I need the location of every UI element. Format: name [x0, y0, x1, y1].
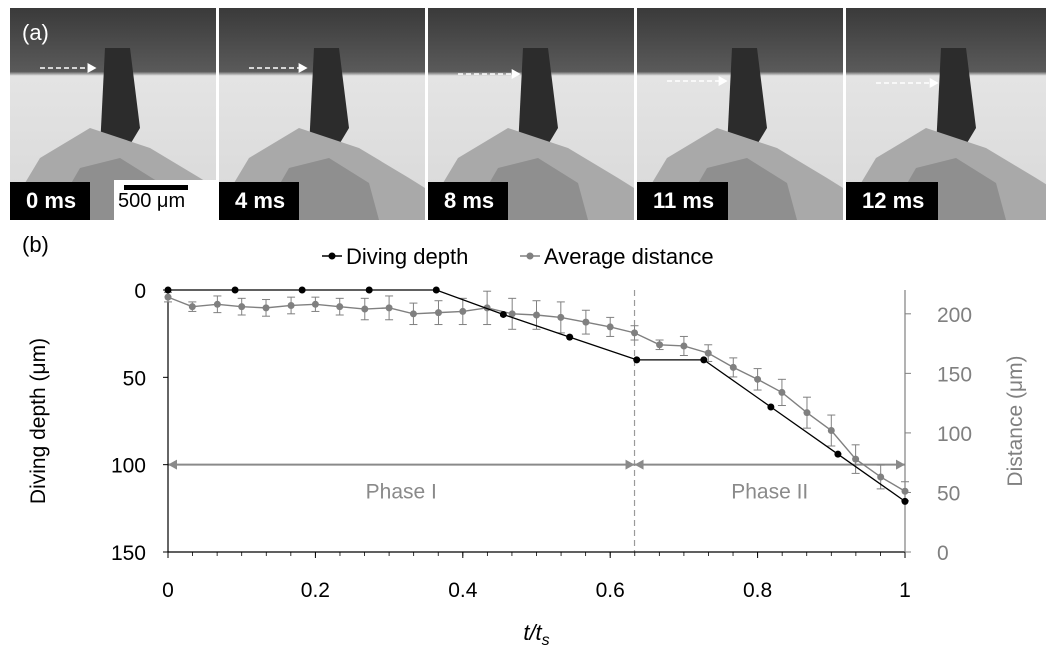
frame-image [846, 8, 1046, 220]
scale-bar: 500 μm [114, 180, 216, 220]
y-left-tick-label: 0 [134, 280, 146, 303]
distance-point [729, 363, 737, 371]
y-left-tick-label: 150 [111, 542, 146, 565]
time-label: 4 ms [219, 182, 300, 220]
dashed-arrow-head [87, 63, 97, 73]
y-right-axis-label: Distance (μm) [1004, 355, 1027, 486]
panel-a-label: (a) [22, 20, 49, 45]
y-right-tick-label: 0 [937, 542, 949, 565]
distance-point [877, 473, 885, 481]
distance-point [238, 303, 246, 311]
legend-swatch-marker [526, 252, 534, 260]
depth-line [168, 289, 906, 502]
depth-point [700, 356, 708, 364]
distance-point [901, 487, 909, 495]
x-tick-label: 0.6 [596, 579, 625, 602]
x-tick-label: 1 [899, 579, 911, 602]
depth-point [767, 403, 775, 411]
phase-i-arrow-head-right [625, 459, 635, 470]
distance-point [582, 318, 590, 326]
phase-i-arrow-head-left [168, 459, 177, 470]
distance-point [213, 300, 221, 308]
scale-bar-line [124, 185, 188, 190]
distance-point [188, 303, 196, 311]
distance-point [631, 329, 639, 337]
x-tick-label: 0.8 [743, 579, 772, 602]
distance-point [459, 307, 467, 315]
depth-point [499, 310, 507, 318]
y-right-tick-label: 150 [937, 363, 972, 386]
legend-distance-label: Average distance [544, 244, 714, 269]
frame-3: 11 ms [637, 8, 843, 220]
distance-point [656, 341, 664, 349]
x-axis-label-subscript: s [542, 632, 550, 649]
phase-i-label: Phase I [366, 481, 437, 504]
distance-point [508, 310, 516, 318]
legend-depth-label: Diving depth [346, 244, 468, 269]
y-right-tick-label: 50 [937, 482, 960, 505]
depth-point [298, 286, 306, 294]
frame-image [428, 8, 634, 220]
y-left-axis-label: Diving depth (μm) [27, 338, 50, 504]
phase-ii-label: Phase II [731, 481, 808, 504]
dashed-arrow-head [511, 69, 521, 79]
time-label: 12 ms [846, 182, 939, 220]
y-left-tick-label: 100 [111, 455, 146, 478]
frame-image [219, 8, 425, 220]
distance-point [533, 311, 540, 319]
distance-point [778, 388, 786, 396]
distance-point [361, 305, 369, 313]
frame-2: 8 ms [428, 8, 634, 220]
distance-point [680, 342, 688, 350]
phase-ii-arrow-head-left [634, 459, 644, 470]
distance-point [336, 303, 344, 311]
y-right-tick-label: 100 [937, 423, 972, 446]
distance-point [262, 304, 270, 312]
time-label: 8 ms [428, 182, 509, 220]
x-tick-label: 0 [162, 579, 174, 602]
depth-point [164, 286, 172, 294]
distance-point [606, 323, 614, 331]
panel-b-label: (b) [22, 232, 49, 257]
time-label: 11 ms [637, 182, 729, 220]
frame-0: 0 ms 500 μm [10, 8, 216, 220]
depth-point [432, 286, 440, 294]
scale-bar-label: 500 μm [118, 190, 186, 212]
distance-point [434, 309, 442, 317]
depth-point [231, 286, 239, 294]
frame-image [637, 8, 843, 220]
distance-point [754, 375, 762, 383]
legend-swatch-marker [328, 252, 336, 260]
dashed-arrow-head [929, 78, 939, 88]
frame-1: 4 ms [219, 8, 425, 220]
depth-point [365, 286, 373, 294]
distance-point [311, 300, 319, 308]
distance-point [164, 293, 172, 301]
distance-point [852, 455, 860, 463]
distance-point [409, 310, 417, 318]
distance-point [557, 313, 565, 321]
dashed-arrow-head [298, 63, 308, 73]
legend: Diving depth Average distance [322, 244, 714, 269]
y-right-tick-label: 200 [937, 304, 972, 327]
x-tick-label: 0.4 [448, 579, 478, 602]
phase-ii-arrow-head-right [896, 459, 905, 470]
depth-point [633, 356, 641, 364]
distance-point [287, 301, 295, 309]
distance-point [803, 409, 811, 417]
frame-4: 12 ms [846, 8, 1046, 220]
depth-point [901, 497, 909, 505]
y-left-tick-label: 50 [123, 367, 146, 390]
time-label: 0 ms [10, 182, 91, 220]
distance-point [385, 304, 393, 312]
depth-point [834, 450, 842, 458]
dashed-arrow-head [718, 76, 728, 86]
x-tick-label: 0.2 [301, 579, 330, 602]
depth-point [566, 333, 574, 341]
frame-image [10, 8, 216, 220]
x-axis-label: t/ts [523, 620, 549, 649]
distance-point [704, 349, 712, 357]
distance-point [827, 427, 835, 435]
